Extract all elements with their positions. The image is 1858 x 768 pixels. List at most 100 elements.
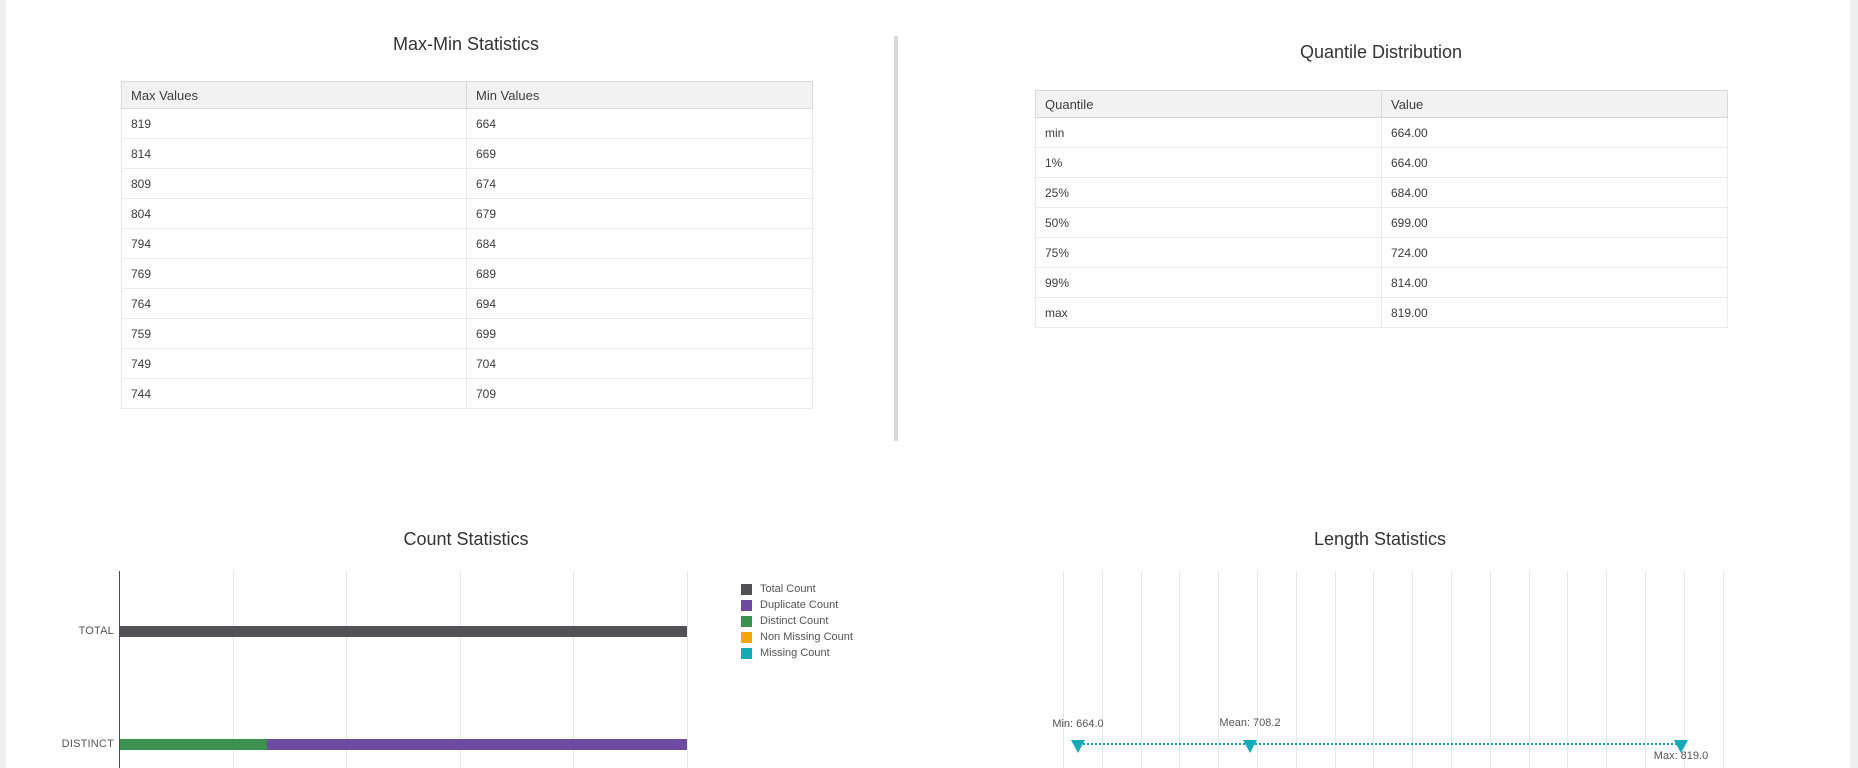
distinct-count-bar[interactable] <box>120 739 267 750</box>
quantile-cell: 699.00 <box>1381 207 1728 238</box>
max_min-column-header: Max Values <box>121 81 467 109</box>
legend-item-non-missing-count[interactable]: Non Missing Count <box>741 632 853 643</box>
quantile-cell: 814.00 <box>1381 267 1728 298</box>
max_min-header-row: Max Values Min Values <box>121 81 813 109</box>
table-row: 794 684 <box>121 228 813 259</box>
gridline <box>1490 571 1491 768</box>
count-row-label-total: TOTAL <box>78 625 114 637</box>
max_min-cell: 744 <box>121 378 467 409</box>
gridline <box>1141 571 1142 768</box>
max_min-cell: 794 <box>121 228 467 259</box>
length-statistics-title: Length Statistics <box>1313 529 1447 549</box>
total-count-bar[interactable] <box>120 626 687 637</box>
min-value-label: Min: 664.0 <box>1052 718 1104 730</box>
gridline <box>1567 571 1568 768</box>
max-min-table-body: 819 664 814 669 809 674 804 679 794 684 769 689 764 6… <box>121 108 813 409</box>
table-row: 75% 724.00 <box>1035 237 1728 268</box>
gridline <box>1335 571 1336 768</box>
table-row: 769 689 <box>121 258 813 289</box>
table-row: 804 679 <box>121 198 813 229</box>
gridline <box>1412 571 1413 768</box>
max_min-cell: 819 <box>121 108 467 139</box>
max_min-cell: 694 <box>466 288 813 319</box>
max_min-cell: 689 <box>466 258 813 289</box>
quantile-column-header: Value <box>1381 90 1728 118</box>
max_min-cell: 669 <box>466 138 813 169</box>
table-row: 1% 664.00 <box>1035 147 1728 178</box>
quantile-cell: 664.00 <box>1381 117 1728 148</box>
gridline <box>1373 571 1374 768</box>
legend-swatch <box>741 632 752 643</box>
legend-label: Duplicate Count <box>760 599 839 611</box>
legend-label: Distinct Count <box>760 615 829 627</box>
table-row: 749 704 <box>121 348 813 379</box>
max_min-cell: 699 <box>466 318 813 349</box>
max-marker-triangle[interactable] <box>1674 740 1688 753</box>
legend-item-distinct-count[interactable]: Distinct Count <box>741 616 853 627</box>
legend-item-missing-count[interactable]: Missing Count <box>741 648 853 659</box>
quantile-title: Quantile Distribution <box>1299 42 1463 62</box>
gridline <box>687 571 688 768</box>
min-marker-triangle[interactable] <box>1071 740 1085 753</box>
max_min-cell: 664 <box>466 108 813 139</box>
quantile-cell: 684.00 <box>1381 177 1728 208</box>
gridline <box>1063 571 1064 768</box>
max_min-cell: 759 <box>121 318 467 349</box>
legend-swatch <box>741 600 752 611</box>
table-row: 744 709 <box>121 378 813 409</box>
max_min-column-header: Min Values <box>466 81 813 109</box>
max-min-table-head: Max Values Min Values <box>121 81 813 109</box>
max_min-cell: 709 <box>466 378 813 409</box>
legend-item-total-count[interactable]: Total Count <box>741 584 853 595</box>
gridline <box>1102 571 1103 768</box>
table-row: 99% 814.00 <box>1035 267 1728 298</box>
max_min-cell: 764 <box>121 288 467 319</box>
quantile-table-body: min 664.00 1% 664.00 25% 684.00 50% 699.00 75% 72… <box>1035 117 1728 328</box>
legend-label: Non Missing Count <box>760 631 853 643</box>
gridline <box>1645 571 1646 768</box>
legend-label: Total Count <box>760 583 816 595</box>
max_min-cell: 684 <box>466 228 813 259</box>
max-min-table: Max Values Min Values 819 664 814 669 809 674 8… <box>121 81 813 409</box>
legend-item-duplicate-count[interactable]: Duplicate Count <box>741 600 853 611</box>
gridline <box>1529 571 1530 768</box>
mean-value-label: Mean: 708.2 <box>1219 717 1281 729</box>
count-row-label-distinct: DISTINCT <box>61 738 114 750</box>
max_min-cell: 814 <box>121 138 467 169</box>
gridline <box>573 571 574 768</box>
gridline <box>233 571 234 768</box>
max_min-cell: 679 <box>466 198 813 229</box>
legend-swatch <box>741 616 752 627</box>
quantile-cell: 819.00 <box>1381 297 1728 328</box>
max_min-cell: 804 <box>121 198 467 229</box>
count-chart-y-axis <box>119 571 120 768</box>
legend-swatch <box>741 648 752 659</box>
max-value-label: Max: 819.0 <box>1653 750 1709 762</box>
count-statistics-title: Count Statistics <box>403 529 529 549</box>
quantile-cell: 664.00 <box>1381 147 1728 178</box>
max_min-cell: 809 <box>121 168 467 199</box>
mean-marker-triangle[interactable] <box>1243 740 1257 753</box>
gridline <box>346 571 347 768</box>
table-row: 50% 699.00 <box>1035 207 1728 238</box>
table-row: max 819.00 <box>1035 297 1728 328</box>
gridline <box>1179 571 1180 768</box>
gridline <box>1684 571 1685 768</box>
gridline <box>1296 571 1297 768</box>
max-min-title: Max-Min Statistics <box>392 34 540 54</box>
quantile-table-head: Quantile Value <box>1035 90 1728 118</box>
duplicate-count-bar[interactable] <box>267 739 687 750</box>
gridline <box>1451 571 1452 768</box>
legend-swatch <box>741 584 752 595</box>
table-row: 764 694 <box>121 288 813 319</box>
max_min-cell: 674 <box>466 168 813 199</box>
quantile-cell: 75% <box>1035 237 1382 268</box>
legend-label: Missing Count <box>760 647 830 659</box>
quantile-header-row: Quantile Value <box>1035 90 1728 118</box>
table-row: 819 664 <box>121 108 813 139</box>
gridline <box>1257 571 1258 768</box>
gridline <box>1606 571 1607 768</box>
quantile-cell: min <box>1035 117 1382 148</box>
quantile-table: Quantile Value min 664.00 1% 664.00 25% 684.00… <box>1035 90 1728 328</box>
